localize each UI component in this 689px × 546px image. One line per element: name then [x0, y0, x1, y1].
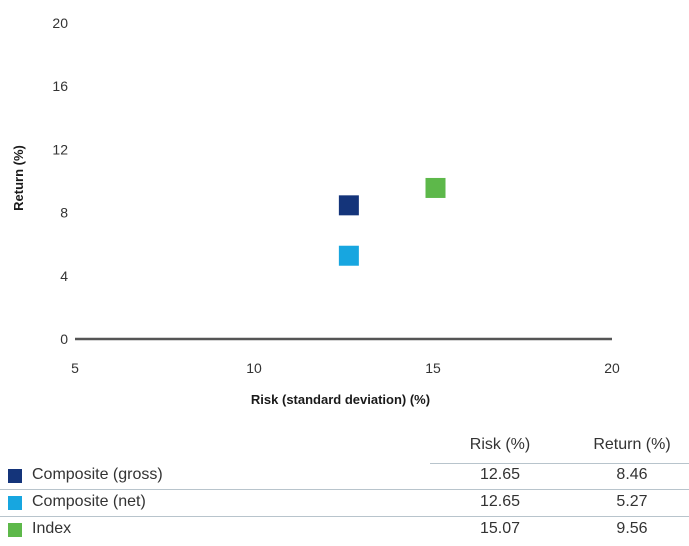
y-tick-label: 20 — [52, 15, 68, 31]
header-divider — [430, 463, 689, 464]
y-tick-label: 0 — [60, 331, 68, 347]
x-axis-title: Risk (standard deviation) (%) — [251, 392, 430, 407]
y-axis-title: Return (%) — [11, 145, 26, 211]
header-return: Return (%) — [593, 436, 671, 453]
header-risk: Risk (%) — [469, 436, 531, 453]
table-header: Risk (%) Return (%) — [0, 436, 689, 464]
cell-risk: 15.07 — [479, 520, 521, 537]
cell-risk: 12.65 — [479, 466, 521, 483]
scatter-chart: 0 4 8 12 16 20 5 10 15 20 Risk (standard deviati… — [11, 15, 620, 407]
y-tick-label: 16 — [52, 78, 68, 94]
x-axis-ticks: 5 10 15 20 — [71, 360, 620, 376]
y-axis-ticks: 0 4 8 12 16 20 — [52, 15, 68, 347]
cell-return: 9.56 — [616, 520, 648, 537]
y-tick-label: 12 — [52, 141, 68, 157]
x-tick-label: 10 — [246, 360, 262, 376]
y-tick-label: 4 — [60, 268, 68, 284]
legend-swatch-index — [8, 523, 22, 537]
legend-swatch-composite-gross — [8, 469, 22, 483]
x-tick-label: 5 — [71, 360, 79, 376]
row-label: Composite (net) — [32, 493, 146, 510]
cell-risk: 12.65 — [479, 493, 521, 510]
table-row-composite-gross: Composite (gross) 12.65 8.46 — [0, 463, 689, 490]
row-label: Composite (gross) — [32, 466, 163, 483]
x-tick-label: 20 — [604, 360, 620, 376]
data-point-composite-net — [338, 245, 359, 266]
table-row-composite-net: Composite (net) 12.65 5.27 — [0, 490, 689, 517]
data-point-index — [425, 177, 446, 198]
table-row-index: Index 15.07 9.56 — [0, 517, 689, 543]
x-tick-label: 15 — [425, 360, 441, 376]
y-tick-label: 8 — [60, 205, 68, 221]
legend-swatch-composite-net — [8, 496, 22, 510]
cell-return: 8.46 — [616, 466, 648, 483]
data-table: Risk (%) Return (%) Composite (gross) 12… — [0, 436, 689, 543]
data-points — [338, 177, 446, 266]
row-label: Index — [32, 520, 72, 537]
cell-return: 5.27 — [616, 493, 648, 510]
data-point-composite-gross — [338, 195, 359, 216]
